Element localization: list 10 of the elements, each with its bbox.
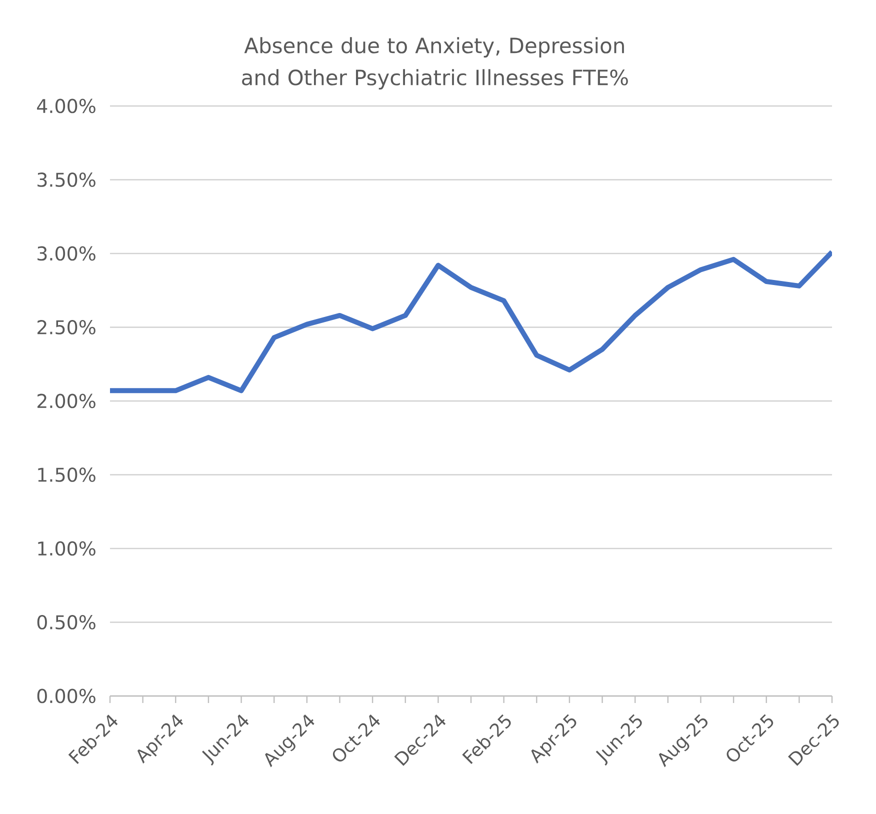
y-tick-label: 4.00% [37, 98, 96, 114]
y-tick-label: 2.50% [38, 320, 96, 334]
y-tick-label: 3.00% [38, 246, 96, 261]
y-tick-label: 0.50% [37, 615, 96, 630]
y-tick-label: 2.00% [38, 394, 96, 408]
y-tick-label: 3.50% [38, 172, 96, 187]
chart-title: Absence due to Anxiety, Depression and Other Psychiatric Illnesses FTE% [242, 37, 628, 90]
y-tick-label: 0.00% [37, 688, 96, 704]
y-tick-label: 1.50% [38, 468, 96, 482]
y-tick-label: 1.00% [38, 541, 96, 556]
